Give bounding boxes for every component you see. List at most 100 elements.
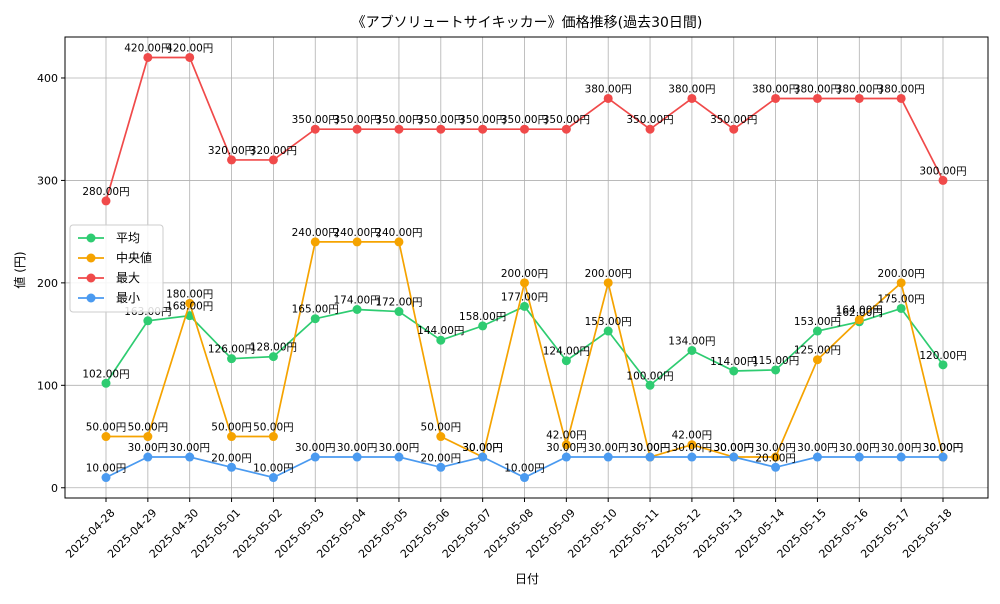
data-label: 10.00円 (253, 463, 294, 475)
data-label: 30.00円 (713, 442, 754, 454)
data-label: 20.00円 (211, 452, 252, 464)
y-tick-label: 300 (37, 174, 58, 187)
y-tick-label: 200 (37, 277, 58, 290)
plot-frame (64, 36, 989, 499)
data-point (645, 380, 655, 390)
data-label: 200.00円 (878, 268, 925, 280)
data-point (561, 440, 571, 450)
data-label: 350.00円 (333, 114, 380, 126)
data-point (394, 307, 404, 317)
data-point (938, 360, 948, 370)
data-label: 30.00円 (546, 442, 587, 454)
data-label: 20.00円 (755, 452, 796, 464)
data-label: 420.00円 (166, 42, 213, 54)
data-label: 30.00円 (839, 442, 880, 454)
data-point (310, 124, 320, 134)
x-axis-label: 日付 (515, 572, 539, 586)
data-label: 164.00円 (836, 305, 883, 317)
data-point (268, 473, 278, 483)
data-label: 30.00円 (881, 442, 922, 454)
data-point (729, 452, 739, 462)
data-label: 30.00円 (713, 442, 754, 454)
data-label: 380.00円 (836, 83, 883, 95)
data-label: 200.00円 (585, 268, 632, 280)
data-label: 30.00円 (128, 442, 169, 454)
legend-marker (86, 293, 96, 303)
data-label: 350.00円 (292, 114, 339, 126)
data-label: 280.00円 (82, 186, 129, 198)
data-label: 50.00円 (128, 422, 169, 434)
data-label: 30.00円 (923, 442, 964, 454)
data-point (143, 316, 153, 326)
data-point (896, 303, 906, 313)
data-point (268, 155, 278, 165)
data-label: 134.00円 (668, 335, 715, 347)
legend-marker (86, 233, 96, 243)
data-point (729, 366, 739, 376)
data-point (436, 432, 446, 442)
data-point (520, 278, 529, 288)
data-point (771, 462, 781, 472)
data-label: 380.00円 (752, 83, 799, 95)
legend-label: 平均 (116, 231, 140, 245)
data-point (185, 311, 195, 321)
data-point (268, 432, 278, 442)
data-point (561, 356, 571, 366)
data-point (143, 452, 153, 462)
data-label: 320.00円 (208, 145, 255, 157)
data-point (143, 52, 153, 62)
data-label: 42.00円 (546, 430, 587, 442)
data-label: 124.00円 (543, 346, 590, 358)
chart-title: 《アブソリュートサイキッカー》価格推移(過去30日間) (352, 14, 703, 31)
data-label: 162.00円 (836, 307, 883, 319)
data-point (645, 452, 655, 462)
data-point (436, 335, 446, 345)
data-label: 300.00円 (919, 165, 966, 177)
data-point (520, 473, 529, 483)
data-label: 128.00円 (250, 342, 297, 354)
data-point (561, 452, 571, 462)
data-label: 10.00円 (86, 463, 127, 475)
data-label: 168.00円 (166, 301, 213, 313)
data-point (645, 124, 655, 134)
data-label: 120.00円 (919, 350, 966, 362)
data-label: 30.00円 (379, 442, 420, 454)
data-label: 50.00円 (421, 422, 462, 434)
data-label: 240.00円 (375, 227, 422, 239)
data-point (896, 278, 906, 288)
data-label: 30.00円 (169, 442, 210, 454)
data-point (268, 352, 278, 362)
data-point (352, 237, 362, 247)
data-label: 125.00円 (794, 345, 841, 357)
data-label: 114.00円 (710, 356, 757, 368)
data-label: 350.00円 (459, 114, 506, 126)
data-label: 174.00円 (333, 295, 380, 307)
data-label: 42.00円 (672, 430, 713, 442)
data-label: 153.00円 (585, 316, 632, 328)
data-point (352, 305, 362, 315)
data-label: 380.00円 (668, 83, 715, 95)
data-point (185, 452, 195, 462)
data-label: 20.00円 (421, 452, 462, 464)
data-label: 30.00円 (672, 442, 713, 454)
y-axis-label: 値 (円) (12, 251, 27, 288)
series-lines (101, 52, 948, 483)
data-point (938, 452, 948, 462)
data-label: 126.00円 (208, 344, 255, 356)
data-label: 30.00円 (462, 442, 503, 454)
data-label: 10.00円 (504, 463, 545, 475)
data-point (729, 124, 739, 134)
data-label: 350.00円 (710, 114, 757, 126)
data-label: 200.00円 (501, 268, 548, 280)
data-label: 30.00円 (630, 442, 671, 454)
data-point (227, 462, 237, 472)
data-point (561, 124, 571, 134)
data-point (436, 462, 446, 472)
data-point (101, 432, 111, 442)
data-label: 380.00円 (878, 83, 925, 95)
data-point (185, 298, 195, 308)
data-label: 165.00円 (292, 304, 339, 316)
data-label: 420.00円 (124, 42, 171, 54)
